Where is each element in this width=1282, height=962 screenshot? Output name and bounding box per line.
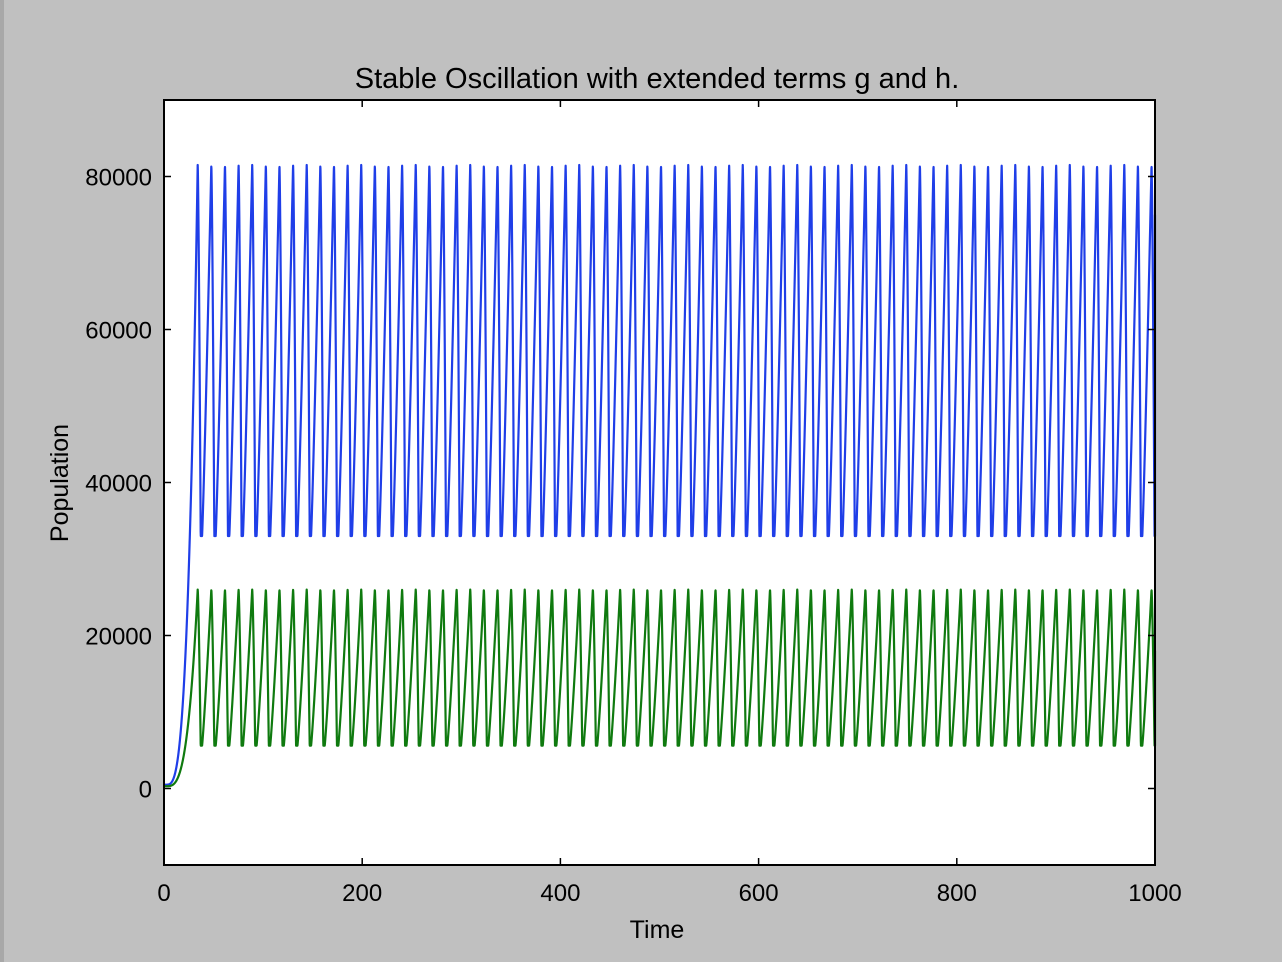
series-line-1: [163, 163, 1157, 786]
y-axis-label: Population: [46, 424, 74, 542]
y-tick-label: 0: [139, 777, 152, 804]
x-axis-label: Time: [630, 916, 685, 944]
y-tick-label: 40000: [85, 471, 152, 498]
x-tick-label: 1000: [1128, 880, 1181, 907]
x-tick-label: 0: [157, 880, 170, 907]
x-tick-label: 400: [540, 880, 580, 907]
window-left-edge: [0, 0, 4, 962]
series-line-2: [163, 588, 1157, 788]
x-tick-label: 800: [937, 880, 977, 907]
plot-frame: [163, 99, 1156, 866]
y-tick-label: 20000: [85, 624, 152, 651]
y-tick-label: 60000: [85, 318, 152, 345]
x-tick-label: 200: [342, 880, 382, 907]
lines-layer: [163, 163, 1157, 788]
tick-labels: 0 200 400 600 800 1000 0 20000 40000 60000 80000: [85, 165, 1181, 908]
ticks-layer: [163, 100, 1156, 865]
x-tick-label: 600: [739, 880, 779, 907]
chart-title: Stable Oscillation with extended terms g…: [355, 63, 960, 95]
y-tick-label: 80000: [85, 165, 152, 192]
